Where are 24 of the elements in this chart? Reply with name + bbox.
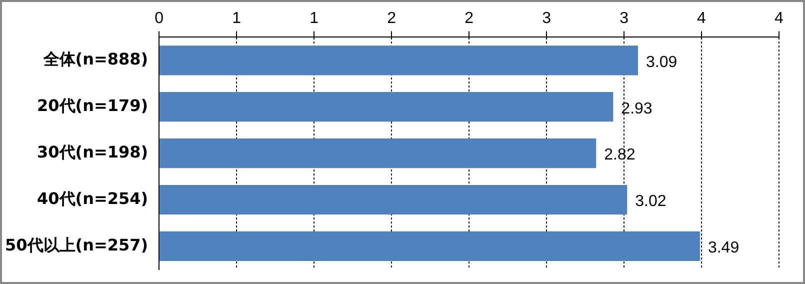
x-tick-label: 3: [542, 10, 552, 28]
bar: [160, 231, 700, 261]
x-tick-label: 2: [464, 10, 474, 28]
y-tick-label: 50代以上(n=257): [4, 235, 148, 254]
y-tick-label: 全体(n=888): [42, 50, 148, 69]
x-tick-label: 1: [310, 10, 319, 28]
bar: [160, 92, 614, 122]
data-label: 3.49: [708, 240, 740, 257]
data-label: 3.09: [646, 54, 678, 71]
x-tick-label: 3: [620, 10, 629, 28]
x-tick-label: 4: [774, 10, 784, 28]
y-tick-label: 30代(n=198): [36, 142, 148, 162]
bar: [160, 138, 596, 168]
x-tick-label: 0: [154, 10, 164, 28]
bar: [160, 184, 628, 215]
x-tick-label: 2: [387, 10, 396, 28]
bar: [160, 46, 638, 76]
data-label: 2.82: [604, 146, 636, 164]
y-tick-label: 20代(n=179): [36, 96, 148, 116]
data-label: 3.02: [635, 193, 666, 210]
x-tick-label: 4: [697, 10, 706, 28]
data-label: 2.93: [621, 100, 652, 118]
x-tick-label: 1: [232, 10, 242, 28]
y-tick-label: 40代(n=254): [36, 188, 148, 208]
